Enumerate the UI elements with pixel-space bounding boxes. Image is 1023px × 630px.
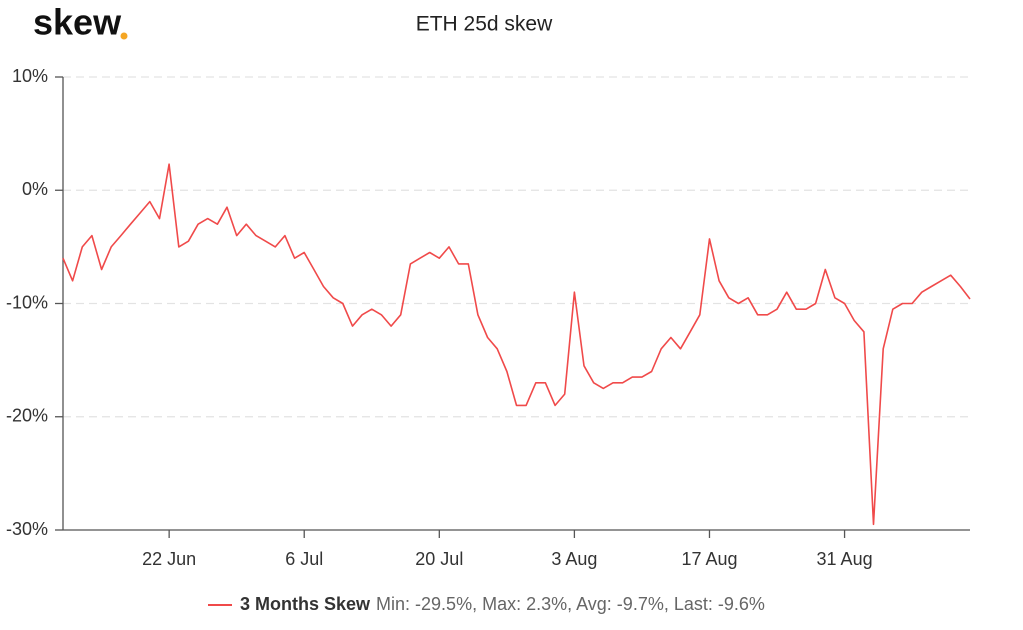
x-tick-label: 20 Jul — [415, 549, 463, 569]
y-tick-label: 10% — [12, 66, 48, 86]
series-line — [62, 163, 971, 526]
legend-name: 3 Months Skew — [240, 594, 371, 614]
logo-dot — [120, 32, 128, 40]
logo: skew — [33, 2, 122, 43]
y-tick-label: 0% — [22, 179, 48, 199]
x-tick-label: 6 Jul — [285, 549, 323, 569]
y-tick-label: -10% — [6, 292, 48, 312]
x-tick-label: 22 Jun — [142, 549, 196, 569]
x-tick-label: 31 Aug — [817, 549, 873, 569]
y-tick-label: -20% — [6, 406, 48, 426]
y-tick-label: -30% — [6, 519, 48, 539]
x-tick-label: 17 Aug — [681, 549, 737, 569]
legend: 3 Months Skew Min: -29.5%, Max: 2.3%, Avg… — [208, 594, 765, 614]
x-tick-label: 3 Aug — [551, 549, 597, 569]
chart-title: ETH 25d skew — [416, 13, 553, 36]
legend-text: 3 Months Skew Min: -29.5%, Max: 2.3%, Avg… — [240, 594, 765, 614]
legend-stats: Min: -29.5%, Max: 2.3%, Avg: -9.7%, Last… — [376, 594, 765, 614]
